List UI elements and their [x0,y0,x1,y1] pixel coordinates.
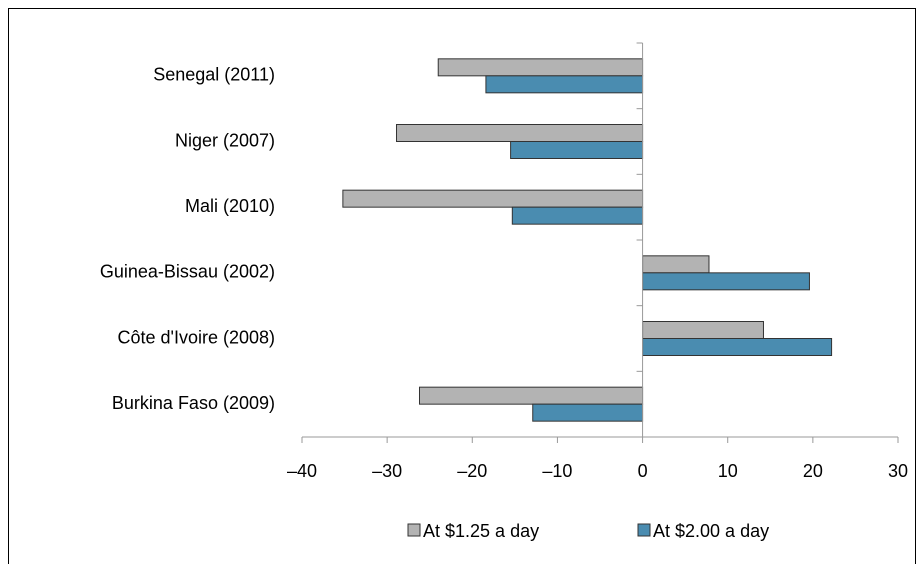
y-tick-label: Guinea-Bissau (2002) [100,262,275,282]
bar [396,124,644,142]
y-tick-label: Mali (2010) [185,196,275,216]
y-tick-label: Niger (2007) [175,130,275,150]
x-tick-label: 0 [638,461,648,481]
x-tick-label: 30 [888,461,908,481]
y-tick-label: Côte d'Ivoire (2008) [117,327,275,347]
bar [511,206,644,225]
bar [642,255,710,274]
x-tick-label: –40 [287,461,317,481]
bar [642,321,764,339]
x-tick-label: –20 [457,461,487,481]
bar [642,272,810,291]
bar [418,386,644,405]
legend-swatch [637,523,651,537]
frame [8,8,916,564]
x-tick-label: –10 [542,461,572,481]
y-tick-label: Burkina Faso (2009) [112,393,275,413]
y-tick-label: Senegal (2011) [153,65,275,85]
bar [532,403,644,422]
legend-label: At $2.00 a day [653,521,769,541]
x-tick-label: 10 [718,461,738,481]
x-tick-label: –30 [372,461,402,481]
bar [642,338,833,356]
x-tick-label: 20 [803,461,823,481]
bar [437,58,644,77]
bar [342,189,644,208]
legend-label: At $1.25 a day [423,521,539,541]
bar [510,141,644,159]
legend-swatch [407,523,421,537]
bar [485,75,644,94]
